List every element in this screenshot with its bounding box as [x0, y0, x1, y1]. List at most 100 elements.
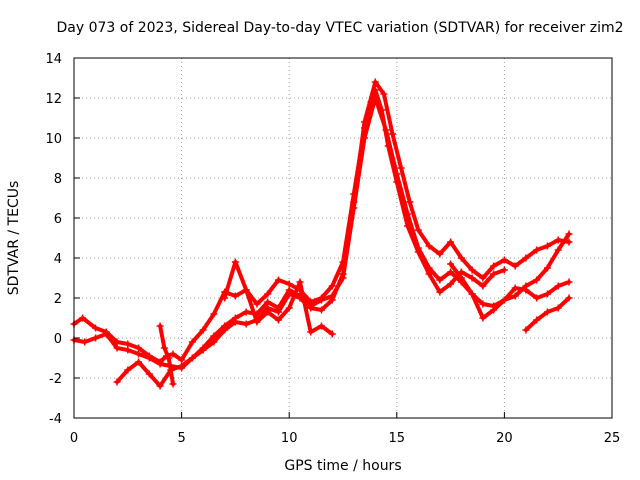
data-point-track-2: [81, 338, 89, 346]
data-point-track-1: [468, 274, 476, 282]
data-point-track-1: [500, 266, 508, 274]
data-point-track-1: [328, 282, 336, 290]
data-point-track-6: [522, 326, 530, 334]
data-point-track-1: [274, 276, 282, 284]
data-point-track-3: [490, 262, 498, 270]
data-point-track-2: [554, 282, 562, 290]
y-tick-label: -2: [49, 372, 62, 387]
data-point-track-6: [554, 304, 562, 312]
data-point-track-4: [242, 286, 250, 294]
data-point-track-1: [169, 350, 177, 358]
data-point-track-3: [425, 242, 433, 250]
data-point-track-2: [113, 344, 121, 352]
y-axis-label: SDTVAR / TECUs: [6, 181, 22, 296]
data-point-track-1: [479, 282, 487, 290]
data-point-track-3: [135, 358, 143, 366]
data-point-track-4: [253, 318, 261, 326]
y-tick-label: 14: [45, 52, 62, 67]
data-point-track-3: [479, 274, 487, 282]
data-point-track-7: [165, 354, 173, 362]
data-point-track-1: [285, 280, 293, 288]
y-tick-label: 12: [45, 92, 62, 107]
data-point-track-7: [160, 344, 168, 352]
data-point-track-1: [135, 344, 143, 352]
data-point-track-5: [500, 296, 508, 304]
chart-title: Day 073 of 2023, Sidereal Day-to-day VTE…: [57, 20, 624, 36]
data-point-track-2: [135, 350, 143, 358]
data-point-track-2: [124, 346, 132, 354]
data-point-track-3: [388, 130, 396, 138]
data-point-track-4: [328, 330, 336, 338]
data-point-track-3: [231, 318, 239, 326]
data-point-track-3: [328, 296, 336, 304]
data-point-track-2: [425, 264, 433, 272]
data-point-track-3: [565, 238, 573, 246]
y-tick-label: 4: [54, 252, 62, 267]
data-point-track-1: [425, 270, 433, 278]
data-point-track-1: [436, 288, 444, 296]
y-tick-label: 2: [54, 292, 62, 307]
data-point-track-5: [554, 246, 562, 254]
data-point-track-1: [124, 340, 132, 348]
data-point-track-3: [242, 320, 250, 328]
data-point-track-3: [210, 338, 218, 346]
data-point-track-1: [188, 338, 196, 346]
data-point-track-4: [285, 304, 293, 312]
data-point-track-5: [468, 290, 476, 298]
x-tick-label: 20: [496, 431, 513, 446]
data-point-track-2: [210, 332, 218, 340]
data-point-track-2: [414, 244, 422, 252]
data-point-track-4: [317, 322, 325, 330]
x-tick-label: 10: [281, 431, 298, 446]
data-point-track-3: [533, 246, 541, 254]
data-point-track-2: [447, 268, 455, 276]
data-point-track-2: [242, 308, 250, 316]
data-point-track-1: [264, 290, 272, 298]
data-point-track-5: [533, 276, 541, 284]
data-point-track-2: [156, 360, 164, 368]
data-point-track-2: [511, 284, 519, 292]
data-point-track-2: [543, 290, 551, 298]
data-point-track-7: [156, 322, 164, 330]
data-point-track-5: [457, 274, 465, 282]
data-point-track-3: [457, 254, 465, 262]
data-point-track-1: [92, 324, 100, 332]
x-tick-label: 15: [389, 431, 406, 446]
data-series-group: [70, 78, 573, 390]
data-point-track-3: [317, 306, 325, 314]
data-point-track-3: [436, 250, 444, 258]
data-point-track-1: [253, 300, 261, 308]
data-point-track-3: [145, 370, 153, 378]
data-point-track-3: [274, 308, 282, 316]
x-axis-label: GPS time / hours: [284, 458, 401, 474]
data-point-track-6: [543, 308, 551, 316]
data-point-track-5: [479, 314, 487, 322]
data-point-track-3: [414, 226, 422, 234]
data-point-track-4: [307, 328, 315, 336]
data-point-track-7: [169, 380, 177, 388]
y-tick-label: 8: [54, 172, 62, 187]
data-point-track-4: [231, 258, 239, 266]
data-point-track-3: [350, 198, 358, 206]
data-point-track-4: [264, 308, 272, 316]
data-point-track-3: [543, 242, 551, 250]
data-point-track-3: [188, 354, 196, 362]
data-point-track-3: [124, 366, 132, 374]
data-point-track-3: [447, 238, 455, 246]
data-point-track-3: [339, 270, 347, 278]
data-point-track-1: [490, 270, 498, 278]
data-point-track-5: [447, 260, 455, 268]
data-point-track-3: [221, 326, 229, 334]
data-point-track-5: [565, 230, 573, 238]
data-point-track-3: [397, 164, 405, 172]
data-point-track-3: [113, 378, 121, 386]
data-point-track-4: [274, 316, 282, 324]
data-point-track-3: [371, 78, 379, 86]
data-point-track-2: [479, 300, 487, 308]
data-point-track-3: [178, 362, 186, 370]
data-point-track-2: [533, 294, 541, 302]
y-tick-label: 10: [45, 132, 62, 147]
data-point-track-3: [468, 266, 476, 274]
data-point-track-3: [511, 262, 519, 270]
